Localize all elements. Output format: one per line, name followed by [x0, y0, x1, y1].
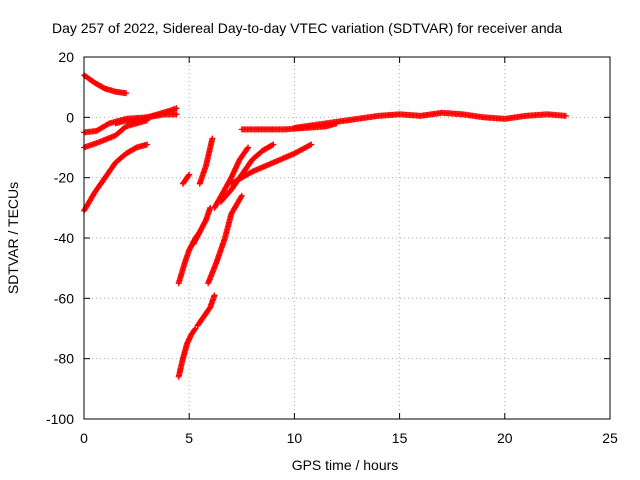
data-point [238, 194, 245, 201]
y-tick-label: -20 [54, 170, 74, 186]
series-arc-12 [205, 192, 245, 287]
y-tick-label: -100 [46, 411, 74, 427]
series-arc-8 [175, 325, 199, 380]
y-tick-label: -60 [54, 290, 74, 306]
series-arc-9 [194, 292, 218, 329]
x-axis: 0 5 10 15 20 25 [80, 57, 618, 446]
data-point [104, 121, 111, 128]
x-tick-label: 10 [287, 430, 303, 446]
y-tick-label: -80 [54, 351, 74, 367]
x-tick-label: 0 [80, 430, 88, 446]
series-arc-1 [81, 72, 130, 97]
x-tick-label: 15 [392, 430, 408, 446]
series-arc-5 [112, 105, 180, 127]
series-arc-17 [291, 109, 569, 131]
data-point [244, 145, 251, 152]
series-arc-4 [81, 141, 151, 214]
series-arc-13 [211, 144, 252, 211]
data-point [185, 172, 192, 179]
series-arc-10 [190, 204, 214, 248]
x-tick-label: 20 [497, 430, 513, 446]
data-point [123, 90, 130, 97]
data-point [211, 292, 218, 299]
y-tick-label: 20 [58, 49, 74, 65]
data-point [269, 142, 276, 149]
data-point [270, 141, 277, 148]
x-tick-label: 25 [602, 430, 618, 446]
series-arc-15 [228, 141, 315, 187]
series-arc-11 [196, 135, 216, 187]
plot-area [81, 72, 569, 380]
data-point [306, 142, 313, 149]
x-axis-label: GPS time / hours [292, 457, 399, 473]
y-tick-label: -40 [54, 230, 74, 246]
series-arc-14 [217, 141, 277, 205]
data-point [245, 144, 252, 151]
data-point [144, 141, 151, 148]
x-tick-label: 5 [185, 430, 193, 446]
series-arc-7 [179, 171, 193, 187]
data-point [186, 171, 193, 178]
data-point [173, 111, 180, 118]
data-point [173, 105, 180, 112]
data-point [191, 326, 198, 333]
y-axis-label: SDTVAR / TECUs [5, 182, 21, 294]
data-point [308, 141, 315, 148]
data-point [238, 192, 245, 199]
y-tick-label: 0 [66, 109, 74, 125]
data-point [562, 112, 569, 119]
data-point [192, 325, 199, 332]
data-point [209, 135, 216, 142]
chart-title: Day 257 of 2022, Sidereal Day-to-day VTE… [52, 20, 562, 36]
y-axis: -100 -80 -60 -40 -20 0 20 [46, 49, 610, 427]
